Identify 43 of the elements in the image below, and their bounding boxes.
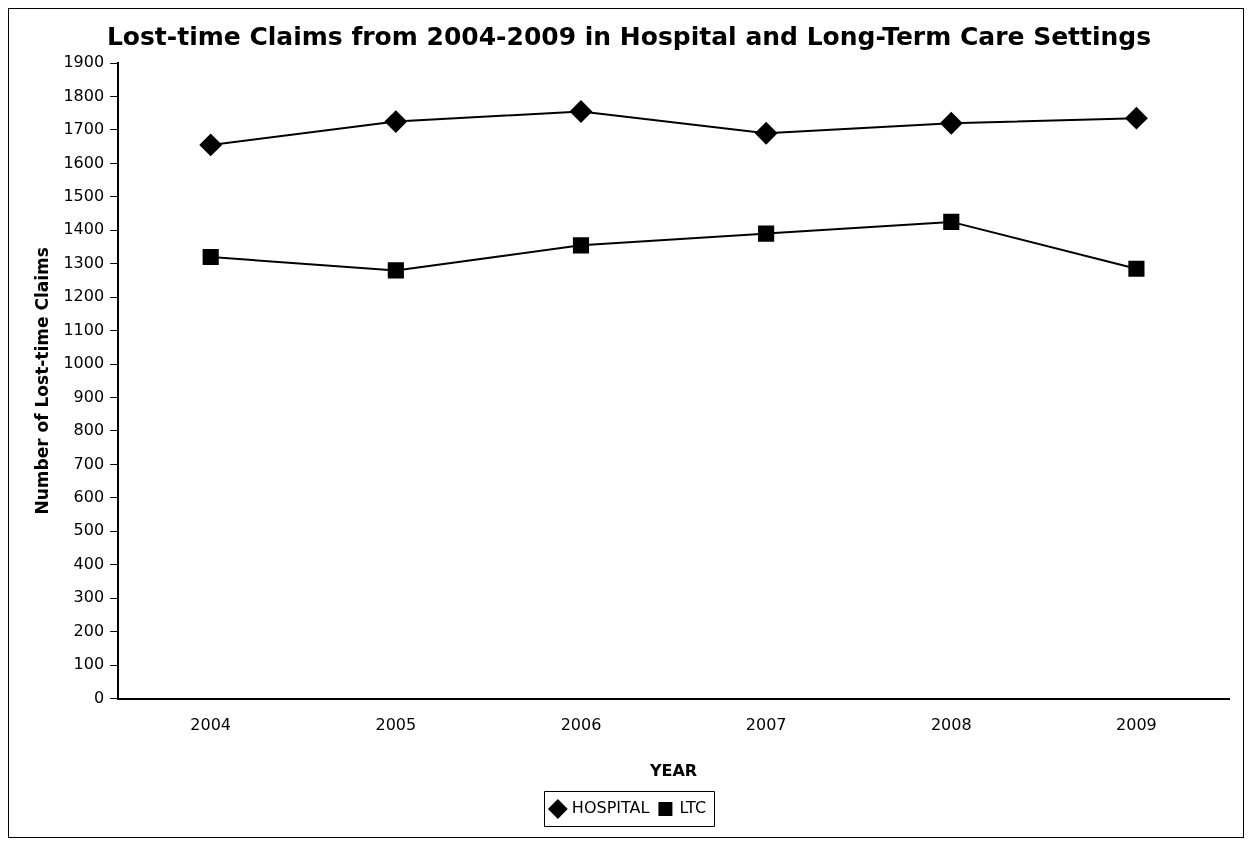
- y-tick-label: 1500: [63, 185, 105, 205]
- point: [202, 248, 219, 266]
- y-tick-label: 1100: [63, 319, 105, 339]
- y-tick-label: 1800: [63, 85, 105, 105]
- y-tick-label: 1300: [63, 252, 105, 272]
- x-tick-label: 2005: [375, 715, 417, 735]
- point: [758, 225, 775, 242]
- y-tick-label: 600: [73, 487, 105, 507]
- y-tick-label: 1700: [63, 119, 105, 139]
- x-tick-label: 2006: [560, 715, 602, 735]
- y-tick-label: 1200: [63, 286, 105, 306]
- y-tick-label: 1400: [63, 219, 105, 239]
- y-tick-label: 400: [73, 553, 105, 573]
- y-tick-label: 100: [73, 654, 105, 674]
- y-axis-title: Number of Lost-time Claims: [31, 247, 52, 515]
- x-tick-label: 2007: [745, 715, 787, 735]
- point: [199, 133, 222, 156]
- point: [940, 112, 963, 135]
- y-tick-label: 1000: [63, 353, 105, 373]
- x-tick-label: 2004: [190, 715, 232, 735]
- y-tick-label: 0: [93, 687, 105, 707]
- y-tick-label: 1600: [63, 152, 105, 172]
- legend-label: LTC: [679, 798, 707, 818]
- legend-label: HOSPITAL: [571, 798, 650, 818]
- x-axis-title: YEAR: [648, 760, 698, 780]
- point: [569, 100, 592, 123]
- point: [572, 237, 590, 254]
- y-tick-label: 1900: [63, 52, 105, 72]
- x-tick-label: 2008: [930, 715, 972, 735]
- point: [1125, 107, 1148, 130]
- point: [387, 262, 404, 279]
- point: [384, 110, 407, 133]
- point: [1128, 260, 1145, 277]
- point: [943, 213, 960, 230]
- y-tick-label: 700: [73, 453, 105, 473]
- y-tick-label: 200: [73, 620, 105, 640]
- y-tick-label: 300: [73, 587, 105, 607]
- x-tick-label: 2009: [1116, 715, 1157, 735]
- y-tick-label: 500: [73, 520, 105, 540]
- y-tick-label: 800: [73, 420, 105, 440]
- chart-title: Lost-time Claims from 2004-2009 in Hospital and Long-Term Care Settings: [106, 21, 1152, 51]
- point: [755, 122, 778, 145]
- y-tick-label: 900: [73, 386, 105, 406]
